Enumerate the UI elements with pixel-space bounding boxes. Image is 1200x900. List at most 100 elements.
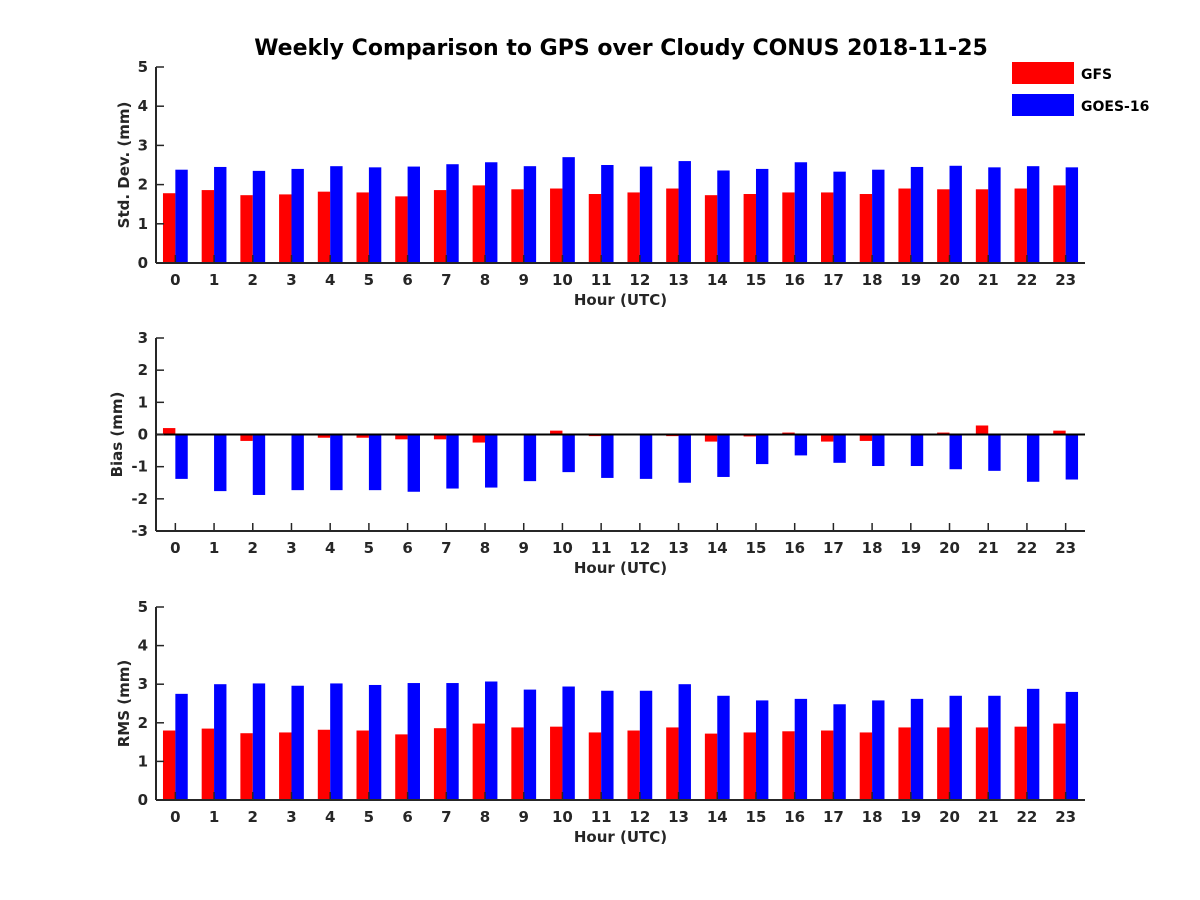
bar-goes-16-hour-0	[175, 434, 188, 479]
bar-goes-16-hour-19	[910, 698, 924, 800]
bar-goes-16-hour-23	[1065, 434, 1079, 480]
y-axis-label: Std. Dev. (mm)	[115, 102, 133, 229]
y-tick-label: 3	[138, 329, 148, 347]
bar-gfs-hour-2	[240, 733, 253, 800]
x-tick-label: 16	[784, 271, 805, 289]
x-tick-label: 22	[1017, 539, 1038, 557]
x-tick-label: 10	[552, 808, 573, 826]
bar-goes-16-hour-5	[368, 684, 382, 800]
x-tick-label: 12	[629, 271, 650, 289]
chart-title: Weekly Comparison to GPS over Cloudy CON…	[254, 36, 988, 61]
bar-goes-16-hour-20	[949, 695, 962, 800]
bar-goes-16-hour-6	[407, 166, 420, 263]
y-tick-label: 1	[138, 393, 148, 411]
x-tick-label: 9	[519, 808, 529, 826]
bar-goes-16-hour-14	[717, 170, 730, 263]
bar-gfs-hour-20	[937, 727, 950, 800]
bar-goes-16-hour-3	[291, 685, 304, 800]
x-tick-label: 15	[746, 808, 767, 826]
bar-goes-16-hour-13	[678, 684, 691, 800]
x-tick-label: 11	[591, 271, 612, 289]
bar-gfs-hour-18	[859, 194, 873, 263]
bar-goes-16-hour-21	[988, 434, 1001, 471]
bar-goes-16-hour-18	[872, 169, 885, 263]
x-tick-label: 23	[1055, 539, 1076, 557]
bar-gfs-hour-11	[588, 732, 602, 800]
y-tick-label: 4	[138, 97, 148, 115]
x-tick-label: 0	[170, 539, 180, 557]
bar-gfs-hour-16	[782, 192, 795, 263]
bar-goes-16-hour-0	[175, 693, 188, 800]
bar-goes-16-hour-19	[910, 166, 924, 263]
x-tick-label: 0	[170, 808, 180, 826]
bar-goes-16-hour-13	[678, 161, 691, 263]
x-tick-label: 19	[900, 539, 921, 557]
bar-goes-16-hour-12	[639, 690, 653, 800]
y-tick-label: 5	[138, 58, 148, 76]
bar-gfs-hour-15	[743, 732, 756, 800]
bar-goes-16-hour-8	[485, 681, 498, 800]
bar-gfs-hour-10	[550, 430, 563, 435]
x-tick-label: 6	[402, 808, 412, 826]
bar-gfs-hour-14	[704, 733, 718, 800]
bar-gfs-hour-12	[627, 730, 640, 800]
bar-gfs-hour-23	[1053, 185, 1066, 263]
bar-goes-16-hour-15	[755, 700, 769, 800]
bar-goes-16-hour-11	[601, 690, 614, 800]
y-axis-label: RMS (mm)	[115, 660, 133, 747]
bar-gfs-hour-21	[975, 425, 989, 435]
bar-goes-16-hour-14	[717, 695, 730, 800]
bar-gfs-hour-18	[859, 732, 873, 800]
x-tick-label: 1	[209, 808, 219, 826]
x-tick-label: 21	[978, 539, 999, 557]
legend-swatch-goes-16	[1012, 94, 1074, 116]
x-tick-label: 0	[170, 271, 180, 289]
bar-goes-16-hour-16	[794, 162, 808, 263]
x-tick-label: 18	[862, 271, 883, 289]
x-tick-label: 16	[784, 539, 805, 557]
bar-goes-16-hour-19	[910, 434, 924, 467]
bar-goes-16-hour-4	[330, 434, 343, 491]
x-tick-label: 1	[209, 539, 219, 557]
bar-gfs-hour-15	[743, 194, 756, 263]
y-tick-label: 2	[138, 176, 148, 194]
legend-swatch-gfs	[1012, 62, 1074, 84]
x-tick-label: 13	[668, 539, 689, 557]
x-tick-label: 19	[900, 271, 921, 289]
bar-gfs-hour-0	[162, 193, 176, 263]
x-tick-label: 17	[823, 808, 844, 826]
x-tick-label: 6	[402, 271, 412, 289]
x-tick-label: 21	[978, 271, 999, 289]
bar-goes-16-hour-6	[407, 683, 420, 800]
bar-gfs-hour-17	[821, 434, 834, 442]
bar-goes-16-hour-18	[872, 700, 885, 800]
bar-goes-16-hour-23	[1065, 167, 1079, 263]
bar-gfs-hour-19	[898, 727, 911, 800]
bar-gfs-hour-3	[279, 732, 292, 800]
bar-goes-16-hour-1	[214, 684, 227, 800]
x-tick-label: 9	[519, 539, 529, 557]
bar-gfs-hour-7	[433, 190, 447, 263]
bar-goes-16-hour-15	[755, 434, 769, 465]
x-tick-label: 17	[823, 539, 844, 557]
x-tick-label: 20	[939, 271, 960, 289]
bar-goes-16-hour-15	[755, 168, 769, 263]
x-tick-label: 14	[707, 808, 728, 826]
x-axis-label: Hour (UTC)	[574, 559, 667, 577]
x-tick-label: 8	[480, 808, 490, 826]
bar-gfs-hour-12	[627, 192, 640, 263]
x-tick-label: 8	[480, 271, 490, 289]
bar-gfs-hour-18	[859, 434, 873, 441]
bar-gfs-hour-8	[472, 434, 486, 443]
bar-gfs-hour-6	[395, 734, 408, 800]
x-tick-label: 21	[978, 808, 999, 826]
bar-goes-16-hour-7	[446, 434, 459, 489]
bar-goes-16-hour-4	[330, 166, 343, 263]
bar-gfs-hour-14	[704, 434, 718, 442]
bar-gfs-hour-11	[588, 194, 602, 263]
bar-gfs-hour-22	[1014, 188, 1027, 263]
x-tick-label: 15	[746, 539, 767, 557]
bar-goes-16-hour-16	[794, 434, 808, 456]
